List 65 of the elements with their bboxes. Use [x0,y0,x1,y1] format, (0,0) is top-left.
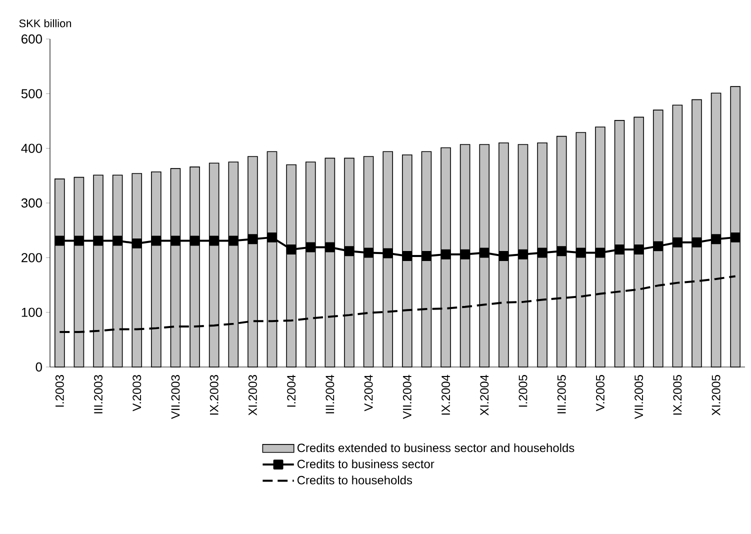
y-tick-label: 200 [22,253,42,262]
y-tick-label: 300 [21,198,42,208]
point [576,248,586,258]
point [479,248,490,258]
point [518,249,528,260]
x-tick-label: XI.2004 [480,374,489,416]
x-tick-label: XI.2003 [248,375,257,416]
x-tick-label: VII.2004 [402,374,412,419]
x-tick-label: I.2005 [518,375,528,407]
point [402,251,412,262]
x-tick-label: IX.2003 [210,375,218,415]
point [54,236,65,246]
x-tick-label: I.2004 [287,374,296,407]
point [440,249,451,260]
point [112,236,123,246]
point [286,244,296,254]
point [556,246,567,256]
legend-label: Credits to households [297,476,412,484]
point [132,238,142,248]
point [209,236,220,246]
x-tick-label: V.2005 [596,375,604,412]
point [344,246,354,256]
point [672,237,682,248]
point [228,236,238,246]
point [306,242,316,252]
point [382,248,393,258]
y-tick-label: 400 [21,144,42,153]
point [93,236,104,246]
point [460,249,470,260]
point [730,232,740,242]
point [653,241,664,252]
point [170,236,180,246]
point [634,244,644,254]
x-tick-label: IX.2004 [442,374,450,415]
x-tick-label: V.2003 [132,375,142,412]
x-tick-label: IX.2005 [673,375,682,415]
point [614,244,625,254]
x-tick-label: VII.2003 [171,375,180,419]
point [692,237,702,248]
point [498,251,509,262]
y-axis-title: SKK billion [19,19,72,28]
legend-label: Credits to business sector [297,459,434,468]
point [248,234,258,244]
point [151,236,162,246]
x-tick-label: XI.2005 [712,375,720,416]
x-tick-label: V.2004 [364,374,373,412]
x-tick-label: VII.2005 [634,375,644,419]
x-tick-label: I.2003 [55,375,64,407]
y-tick-label: 600 [22,34,42,44]
point [267,232,277,242]
y-tick-label: 0 [36,362,42,372]
legend-label: Credits extended to business sector and households [297,443,574,452]
x-tick-label: III.2003 [94,375,102,414]
point [74,236,84,246]
point [421,251,432,262]
point [537,248,548,258]
point [711,234,722,244]
y-tick-label: 100 [22,308,42,317]
point [190,236,200,246]
point [364,248,374,258]
point [595,248,606,258]
x-tick-label: III.2004 [326,374,334,414]
x-tick-label: III.2005 [557,375,566,414]
y-tick-label: 500 [21,89,42,98]
point [324,242,335,252]
